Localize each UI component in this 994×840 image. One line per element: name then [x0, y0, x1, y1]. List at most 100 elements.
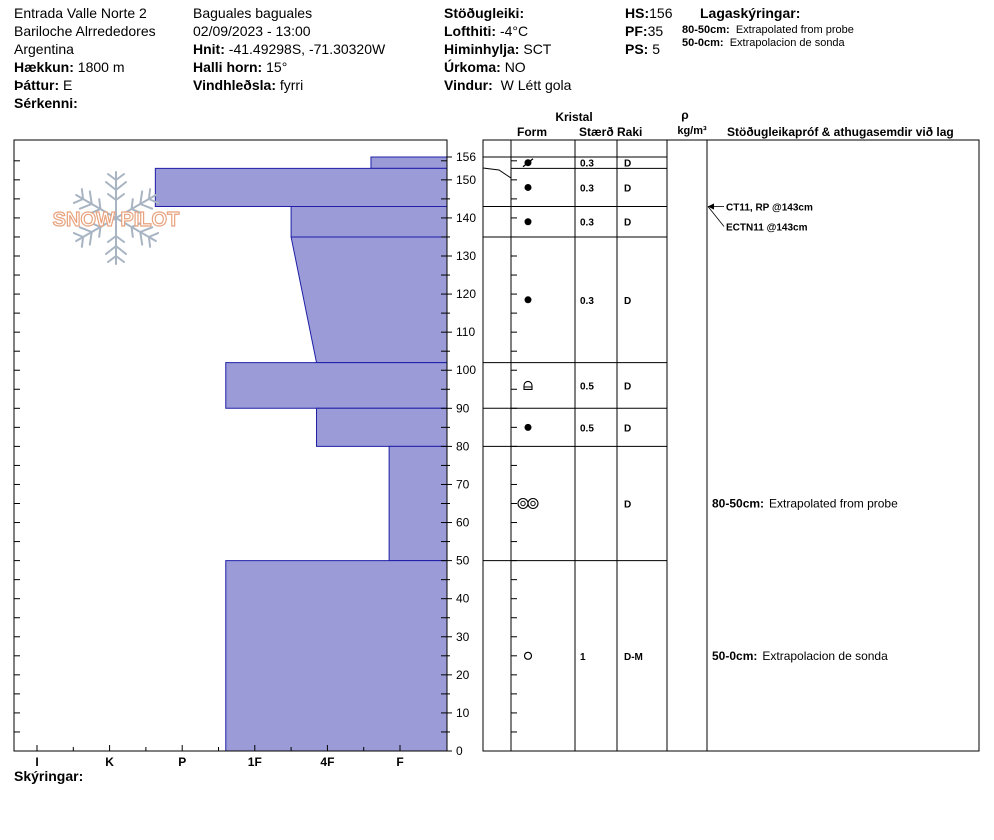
comments-footer: Skýringar: [14, 767, 83, 785]
logo: SNOW PILOT [52, 171, 180, 265]
wind-loading-row: Vindhleðsla: fyrri [193, 76, 385, 94]
elevation-row: Hækkun: 1800 m [14, 58, 156, 76]
hardness-layer-5 [316, 407, 448, 447]
open-circle-icon [523, 651, 533, 660]
layer-comments: 80-50cm: Extrapolated from probe 50-0cm: Ex… [712, 497, 898, 663]
hardness-tick-label: I [35, 755, 38, 769]
aspect-value: E [63, 77, 73, 93]
layer-size: 0.3 [580, 296, 594, 307]
depth-tick-label: 140 [456, 211, 476, 225]
sky-label: Himinhylja: [444, 41, 520, 57]
wetness-header: Raki [617, 125, 642, 139]
layer-note-1: 80-50cm: Extrapolated from probe [682, 24, 854, 36]
depth-tick-label: 40 [456, 592, 470, 606]
observation-info: Baguales baguales 02/09/2023 - 13:00 Hni… [193, 4, 385, 94]
depth-tick-label: 110 [456, 325, 475, 339]
layer-note-1-range: 80-50cm: [682, 24, 730, 36]
stability-annotations: CT11, RP @143cm ECTN11 @143cm [707, 203, 813, 234]
pf-label: PF: [625, 23, 648, 39]
layer-size: 0.5 [580, 381, 594, 392]
depth-tick-label: 90 [456, 401, 470, 415]
layer-size: 0.3 [580, 183, 594, 194]
form-header: Form [517, 125, 547, 139]
depth-info: HS:156 PF:35 PS: 5 [625, 4, 672, 58]
layer-note-2-range: 50-0cm: [682, 37, 724, 49]
slope-label: Halli horn: [193, 59, 263, 75]
depth-tick-label: 156 [456, 150, 476, 164]
snowflake-icon [70, 171, 162, 265]
layer-table: 0.3 D 0.3 D 0.3 D 0.3 D 0.5 D 0.5 D D 1 D-M [482, 139, 980, 752]
wind-label: Vindur: [444, 77, 493, 93]
depth-tick-label: 60 [456, 516, 470, 530]
comments-label: Skýringar: [14, 768, 84, 784]
coords-label: Hnit: [193, 41, 225, 57]
hs-value: 156 [649, 5, 673, 21]
layer-comment-range: 80-50cm: [712, 497, 764, 511]
site-info: Entrada Valle Norte 2 Bariloche Alrreded… [14, 4, 156, 112]
stability-leader [707, 206, 725, 227]
stability-test-label: CT11, RP @143cm [726, 203, 813, 214]
layer-wetness: D [624, 500, 631, 511]
site-country: Argentina [14, 41, 74, 57]
hardness-layer-2 [290, 206, 448, 238]
melt-cluster-icon [517, 497, 539, 510]
layer-note-1-text: Extrapolated from probe [735, 24, 854, 36]
layer-wetness: D [624, 159, 631, 170]
slope-row: Halli horn: 15° [193, 58, 385, 76]
sky-value: SCT [523, 41, 552, 57]
hardness-axis: I K P 1F 4F F [35, 745, 404, 769]
layer-size: 0.5 [580, 423, 594, 434]
crystal-header: Kristal [555, 110, 592, 124]
size-header: Stærð [579, 125, 614, 139]
layer-wetness: D [624, 183, 631, 194]
slope-value: 15° [266, 59, 288, 75]
hardness-layer-6 [388, 445, 448, 562]
layer-comment-range: 50-0cm: [712, 649, 757, 663]
layer-notes-label: Lagaskýringar: [700, 5, 801, 21]
icon-cup [523, 380, 533, 391]
icon-dot [524, 218, 532, 226]
hardness-tick-label: K [105, 755, 114, 769]
layer-size: 0.3 [580, 218, 594, 229]
depth-tick-label: 130 [456, 249, 476, 263]
icon-dot [524, 296, 532, 304]
depth-tick-label: 0 [456, 744, 463, 758]
layer-wetness: D-M [624, 652, 643, 663]
layer-wetness: D [624, 423, 631, 434]
layer-size: 0.3 [580, 159, 594, 170]
icon-dot [524, 183, 532, 191]
wind-value: W Létt gola [500, 77, 572, 93]
wind-loading-label: Vindhleðsla: [193, 77, 276, 93]
layer-notes-title: Lagaskýringar: [700, 4, 800, 22]
air-temp-label: Lofthiti: [444, 23, 497, 39]
layer-note-2: 50-0cm: Extrapolacion de sonda [682, 37, 845, 49]
hardness-tick-label: 1F [248, 755, 262, 769]
hardness-tick-label: 4F [320, 755, 334, 769]
layer-connector [482, 167, 512, 179]
stability-row: Stöðugleiki: [444, 4, 571, 22]
hardness-frame-ticks [14, 160, 447, 752]
wind-row: Vindur: W Létt gola [444, 76, 571, 94]
icon-ring [517, 497, 529, 510]
features-row: Sérkenni: [14, 94, 156, 112]
depth-tick-label: 80 [456, 439, 470, 453]
density-unit-header: kg/m³ [677, 125, 707, 137]
stability-arrow-icon [708, 203, 714, 210]
table-frame [482, 139, 980, 752]
icon-ring [527, 497, 539, 510]
filled-dot-icon [524, 183, 532, 191]
layer-size: 1 [580, 652, 586, 663]
logo-text: SNOW PILOT [53, 209, 180, 231]
site-location: Bariloche Alrrededores [14, 23, 156, 39]
icon-dot [524, 423, 532, 431]
observer-name: Baguales baguales [193, 5, 313, 21]
aspect-label: Þáttur: [14, 77, 60, 93]
sky-row: Himinhylja: SCT [444, 40, 571, 58]
layer-note-2-text: Extrapolacion de sonda [729, 37, 845, 49]
depth-tick-label: 70 [456, 477, 470, 491]
hs-label: HS: [625, 5, 650, 21]
layer-wetness: D [624, 218, 631, 229]
layer-comment-text: Extrapolated from probe [769, 497, 898, 511]
air-temp-row: Lofthiti: -4°C [444, 22, 571, 40]
stability-test-label: ECTN11 @143cm [726, 223, 808, 234]
